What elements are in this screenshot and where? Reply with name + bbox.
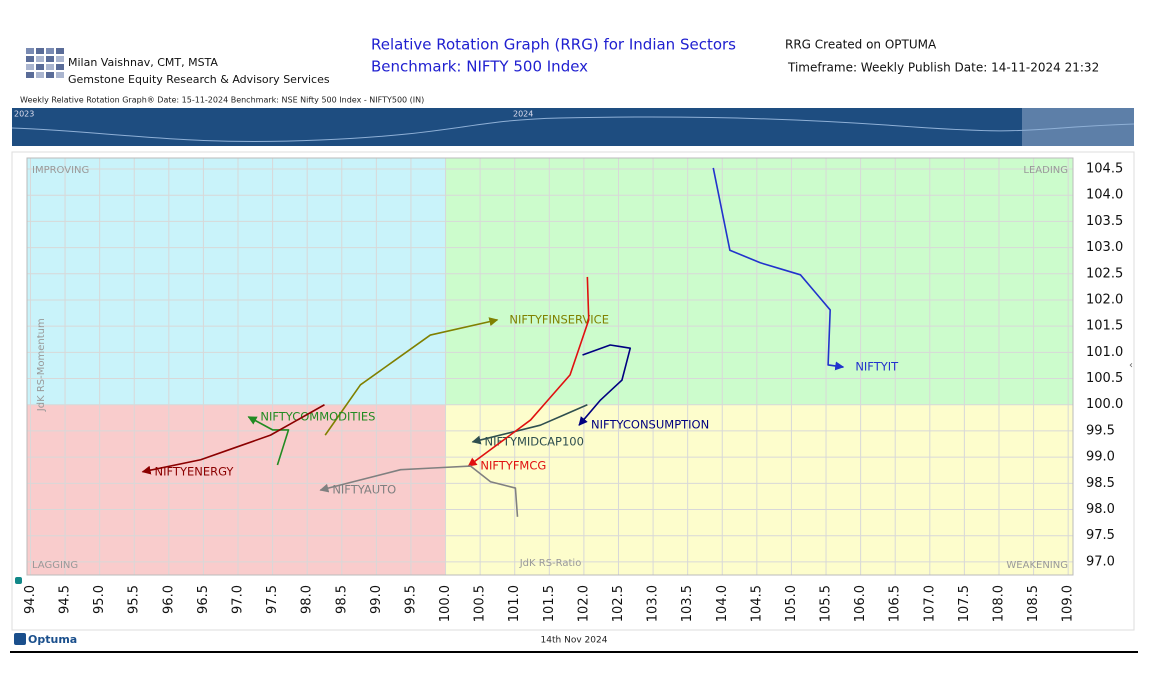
timeline [12, 108, 1134, 146]
series-label: NIFTYAUTO [332, 483, 396, 497]
handle[interactable] [15, 577, 22, 584]
created: RRG Created on OPTUMA [785, 38, 937, 52]
x-tick-label: 96.5 [196, 585, 211, 614]
y-tick-label: 104.0 [1086, 188, 1123, 203]
y-tick-label: 98.5 [1086, 476, 1115, 491]
scroll-arrow[interactable]: ‹ [1129, 360, 1133, 371]
x-tick-label: 98.5 [334, 585, 349, 614]
x-tick-label: 102.0 [576, 585, 591, 622]
title: Relative Rotation Graph (RRG) for Indian… [371, 36, 736, 54]
series-label: NIFTYFINSERVICE [509, 312, 609, 326]
x-tick-label: 106.5 [888, 585, 903, 622]
logo [26, 48, 64, 78]
tail [324, 317, 499, 436]
y-tick-label: 100.0 [1086, 397, 1123, 412]
footer-date: 14th Nov 2024 [541, 636, 608, 646]
y-tick-label: 97.0 [1086, 554, 1115, 569]
x-tick-label: 96.0 [161, 585, 176, 614]
y-tick-label: 99.0 [1086, 450, 1115, 465]
tail [578, 344, 632, 426]
x-tick-label: 109.0 [1061, 585, 1076, 622]
quadrant-label: LEADING [1023, 165, 1068, 176]
x-tick-label: 97.5 [265, 585, 280, 614]
x-tick-label: 106.0 [853, 585, 868, 622]
y-tick-label: 102.5 [1086, 266, 1123, 281]
x-tick-label: 94.5 [58, 585, 73, 614]
series-label: NIFTYENERGY [155, 464, 235, 478]
y-tick-label: 99.5 [1086, 423, 1115, 438]
timeline-label: 2023 [14, 110, 34, 119]
quadrant [445, 404, 1074, 575]
series-label: NIFTYIT [855, 360, 899, 374]
footer-brand: Optuma [28, 633, 77, 646]
info-line: Weekly Relative Rotation Graph® Date: 15… [20, 96, 424, 105]
x-tick-label: 104.0 [715, 585, 730, 622]
x-tick-label: 107.0 [922, 585, 937, 622]
series-label: NIFTYFMCG [480, 459, 546, 473]
x-tick-label: 94.0 [23, 585, 38, 614]
y-tick-label: 103.5 [1086, 214, 1123, 229]
x-tick-label: 100.5 [473, 585, 488, 622]
company: Gemstone Equity Research & Advisory Serv… [68, 73, 330, 86]
quadrant [27, 404, 446, 575]
x-tick-label: 103.5 [680, 585, 695, 622]
x-tick-label: 98.0 [300, 585, 315, 614]
x-tick-label: 102.5 [611, 585, 626, 622]
x-tick-label: 101.0 [507, 585, 522, 622]
subtitle: Benchmark: NIFTY 500 Index [371, 58, 588, 76]
quadrant-label: IMPROVING [32, 165, 89, 176]
y-tick-label: 101.0 [1086, 345, 1123, 360]
quadrant-label: LAGGING [32, 560, 78, 571]
x-tick-label: 107.5 [957, 585, 972, 622]
series-label: NIFTYCONSUMPTION [591, 418, 709, 432]
tail [141, 404, 325, 475]
x-tick-label: 99.5 [403, 585, 418, 614]
timeframe: Timeframe: Weekly Publish Date: 14-11-20… [787, 61, 1099, 75]
y-axis-label: JdK RS-Momentum [36, 318, 47, 412]
x-tick-label: 108.5 [1026, 585, 1041, 622]
y-tick-label: 97.5 [1086, 528, 1115, 543]
footer-logo [14, 633, 26, 645]
x-tick-label: 103.0 [646, 585, 661, 622]
chart-frame [11, 151, 1135, 631]
tail [471, 404, 588, 445]
author: Milan Vaishnav, CMT, MSTA [68, 56, 218, 69]
y-tick-label: 101.5 [1086, 319, 1123, 334]
series-label: NIFTYCOMMODITIES [260, 409, 375, 423]
y-tick-label: 104.5 [1086, 162, 1123, 177]
series-label: NIFTYMIDCAP100 [485, 434, 584, 448]
timeline-line [11, 116, 1135, 142]
x-tick-label: 105.5 [819, 585, 834, 622]
x-axis-label: JdK RS-Ratio [519, 558, 582, 569]
tail [319, 465, 519, 517]
quadrant [27, 158, 446, 405]
y-tick-label: 100.5 [1086, 371, 1123, 386]
tail [467, 276, 590, 467]
x-tick-label: 101.5 [542, 585, 557, 622]
x-tick-label: 100.0 [438, 585, 453, 622]
plot: IMPROVING LEADING LAGGING WEAKENING JdK RS-R… [23, 157, 1123, 622]
quadrant [445, 158, 1074, 405]
x-tick-label: 95.0 [92, 585, 107, 614]
y-tick-label: 102.0 [1086, 292, 1123, 307]
x-tick-label: 99.0 [369, 585, 384, 614]
x-tick-label: 95.5 [127, 585, 142, 614]
plot-border [26, 157, 1074, 576]
x-tick-label: 108.0 [991, 585, 1006, 622]
x-tick-label: 105.0 [784, 585, 799, 622]
y-tick-label: 98.0 [1086, 502, 1115, 517]
y-tick-label: 103.0 [1086, 240, 1123, 255]
x-tick-label: 97.0 [230, 585, 245, 614]
tail [712, 167, 845, 371]
timeline-label: 2024 [513, 110, 533, 119]
quadrant-label: WEAKENING [1006, 560, 1068, 571]
x-tick-label: 104.5 [749, 585, 764, 622]
